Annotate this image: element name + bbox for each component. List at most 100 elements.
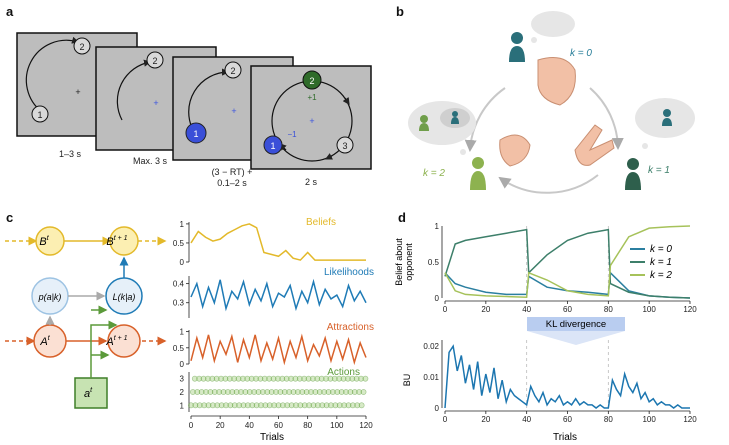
action-point	[358, 402, 365, 409]
k0-label: k = 0	[570, 48, 592, 59]
node-b-t1: Bt + 1	[106, 235, 127, 248]
action-point	[255, 389, 262, 395]
label-attractions: Attractions	[327, 322, 374, 333]
d-beliefs-xtick-label-4: 80	[604, 305, 613, 314]
action-point	[259, 389, 266, 395]
screen4-node-3: 3	[342, 141, 347, 151]
action-point	[258, 402, 264, 409]
action-point	[327, 375, 334, 382]
d-bu-ytick-label-2: 0.02	[423, 342, 439, 351]
action-point	[236, 402, 243, 409]
panel-a-label: a	[6, 4, 14, 19]
action-point	[220, 389, 227, 395]
action-point	[362, 375, 369, 382]
action-point	[275, 402, 282, 409]
screen3-node-2: 2	[230, 66, 235, 76]
d-beliefs-xtick-label-5: 100	[642, 305, 656, 314]
screen4-node-1: 1	[270, 141, 275, 151]
c-beliefs-line	[190, 223, 366, 261]
action-point	[279, 375, 286, 382]
node-p-ak: p(a|k)	[38, 292, 62, 302]
action-point	[301, 402, 308, 409]
screen1-caption: 1–3 s	[59, 149, 82, 159]
player-k2	[408, 101, 486, 190]
d-bu-xtick-label-6: 120	[683, 415, 697, 424]
action-point	[303, 389, 310, 395]
d-beliefs-xtick-label-0: 0	[443, 305, 448, 314]
action-point	[336, 375, 343, 382]
action-point	[207, 389, 214, 395]
action-point	[205, 375, 211, 382]
action-point	[281, 389, 288, 395]
node-b-t: Bt	[39, 235, 49, 248]
action-point	[240, 402, 247, 409]
action-point	[261, 375, 268, 382]
d-beliefs-series-2	[444, 225, 691, 299]
action-point	[213, 375, 220, 382]
c-likelihoods-ytick-label-0: 0.3	[173, 299, 185, 308]
action-point	[345, 375, 351, 382]
action-point	[308, 389, 314, 395]
action-point	[336, 402, 343, 409]
action-point	[218, 375, 224, 382]
panel-d-label: d	[398, 210, 406, 225]
action-point	[231, 375, 238, 382]
action-point	[306, 402, 313, 409]
node-a-t: At	[39, 335, 50, 348]
action-point	[240, 375, 246, 382]
d-bu-ylabel: BU	[402, 374, 412, 387]
rps-cycle	[464, 87, 624, 194]
action-point	[226, 375, 233, 382]
c-xtick-label-0: 0	[189, 421, 194, 430]
action-point	[273, 389, 279, 395]
action-point	[246, 389, 253, 395]
action-point	[209, 402, 216, 409]
c-beliefs-ytick-label-1: 0.5	[173, 239, 185, 248]
action-point	[270, 375, 277, 382]
action-point	[296, 375, 303, 382]
panel-c-label: c	[6, 210, 13, 225]
action-point	[264, 389, 271, 395]
c-likelihoods-ytick-label-1: 0.4	[173, 280, 185, 289]
action-point	[253, 375, 259, 382]
action-point	[229, 389, 236, 395]
node-l-ka: L(k|a)	[113, 292, 136, 302]
action-point	[288, 375, 294, 382]
action-point	[257, 375, 264, 382]
action-point	[354, 402, 361, 409]
k1-label: k = 1	[648, 165, 670, 176]
graphical-model	[5, 226, 167, 409]
kl-arrow	[527, 317, 625, 345]
action-point	[314, 375, 321, 382]
c-xtick-label-4: 80	[303, 421, 312, 430]
d-bu-series-0	[444, 344, 690, 409]
action-point	[351, 389, 358, 395]
d-ylabel-line1: Belief about	[394, 238, 404, 286]
panel-b-label: b	[396, 4, 404, 19]
k2-label: k = 2	[423, 168, 445, 179]
action-point	[266, 375, 273, 382]
action-point	[297, 402, 304, 409]
action-point	[214, 402, 221, 409]
d-ylabel-line2: opponent	[404, 243, 414, 281]
d-beliefs-xtick-label-3: 60	[563, 305, 572, 314]
action-point	[266, 402, 273, 409]
action-point	[293, 402, 299, 409]
hand-rock	[537, 57, 576, 106]
action-point	[353, 375, 360, 382]
action-point	[194, 389, 201, 395]
action-point	[192, 402, 199, 409]
screen4-minus: −1	[287, 130, 297, 139]
action-point	[331, 375, 338, 382]
action-point	[340, 375, 347, 382]
action-point	[305, 375, 312, 382]
action-point	[271, 402, 278, 409]
action-point	[292, 375, 299, 382]
action-point	[224, 389, 231, 395]
action-point	[283, 375, 290, 382]
action-point	[235, 375, 242, 382]
label-actions: Actions	[327, 367, 360, 378]
c-xtick-label-1: 20	[216, 421, 225, 430]
screen4-plus: +1	[307, 93, 317, 102]
action-point	[222, 375, 229, 382]
